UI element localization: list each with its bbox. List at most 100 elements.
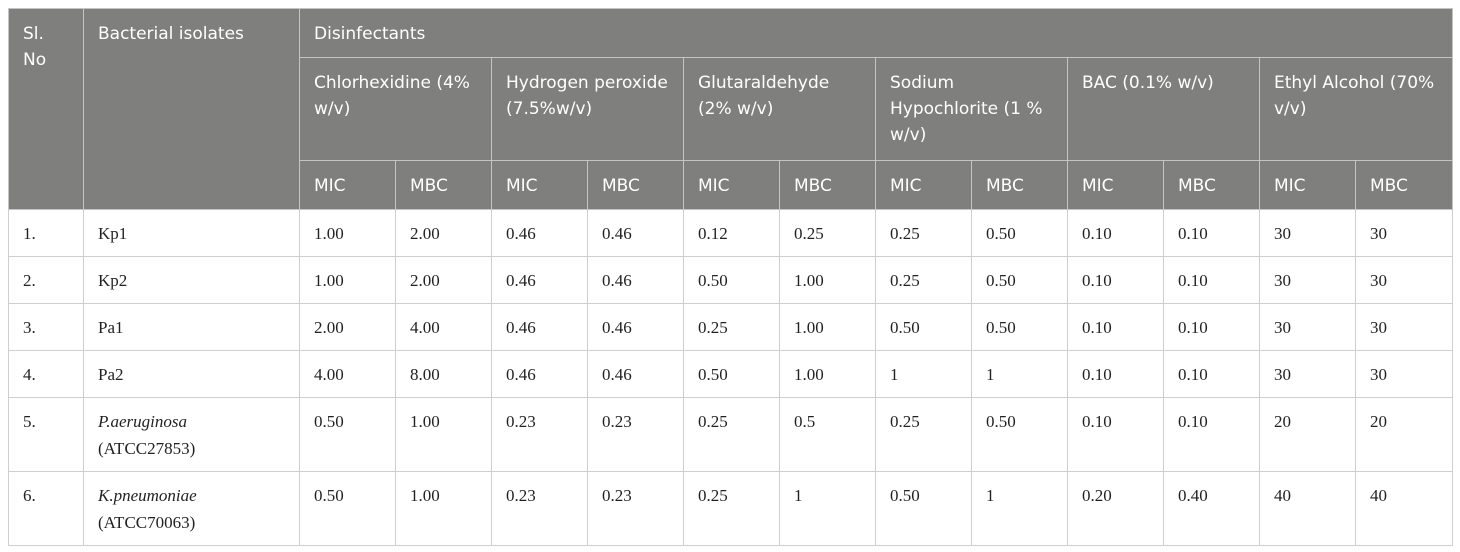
- table-row: 5. P.aeruginosa (ATCC27853) 0.50 1.00 0.23 0.2…: [8, 397, 1454, 472]
- cell-value: 0.25: [875, 397, 972, 472]
- cell-value: 1.00: [779, 303, 876, 351]
- isolate-strain: (ATCC27853): [98, 439, 196, 458]
- cell-value: 0.10: [1163, 303, 1260, 351]
- cell-value: 1.00: [299, 256, 396, 304]
- cell-value: 0.10: [1163, 397, 1260, 472]
- cell-sl-no: 1.: [8, 209, 84, 257]
- header-mic-5: MIC: [1067, 160, 1164, 210]
- header-mbc-4: MBC: [971, 160, 1068, 210]
- cell-value: 30: [1354, 209, 1454, 257]
- cell-sl-no: 2.: [8, 256, 84, 304]
- cell-value: 1: [779, 471, 876, 546]
- header-mbc-2: MBC: [587, 160, 684, 210]
- cell-value: 1.00: [395, 471, 492, 546]
- table-body: 1. Kp1 1.00 2.00 0.46 0.46 0.12 0.25 0.25 0.50 0.1…: [8, 209, 1454, 546]
- cell-isolate: Pa2: [83, 350, 300, 398]
- cell-value: 1: [875, 350, 972, 398]
- cell-value: 4.00: [395, 303, 492, 351]
- header-mic-3: MIC: [683, 160, 780, 210]
- table-header: Sl. No Bacterial isolates Disinfectants …: [8, 8, 1454, 210]
- cell-value: 1.00: [395, 397, 492, 472]
- cell-value: 0.46: [491, 303, 588, 351]
- cell-value: 0.10: [1067, 256, 1164, 304]
- cell-value: 0.46: [587, 303, 684, 351]
- cell-value: 0.50: [299, 471, 396, 546]
- header-mbc-6: MBC: [1354, 160, 1454, 210]
- cell-value: 0.12: [683, 209, 780, 257]
- cell-isolate: Kp2: [83, 256, 300, 304]
- header-mbc-3: MBC: [779, 160, 876, 210]
- cell-isolate: Kp1: [83, 209, 300, 257]
- cell-value: 0.50: [875, 471, 972, 546]
- cell-value: 1: [971, 350, 1068, 398]
- cell-value: 0.46: [587, 256, 684, 304]
- header-mic-6: MIC: [1259, 160, 1356, 210]
- cell-value: 1: [971, 471, 1068, 546]
- mic-mbc-header-row: MIC MBC MIC MBC MIC MBC MIC MBC MIC MBC MIC MBC: [9, 160, 1454, 210]
- cell-value: 0.20: [1067, 471, 1164, 546]
- cell-value: 4.00: [299, 350, 396, 398]
- header-hydrogen-peroxide: Hydrogen peroxide (7.5%w/v): [491, 57, 684, 161]
- cell-value: 30: [1259, 256, 1356, 304]
- header-sodium-hypochlorite: Sodium Hypochlorite (1 % w/v): [875, 57, 1068, 161]
- cell-value: 0.25: [875, 256, 972, 304]
- header-disinfectants: Disinfectants: [298, 8, 1454, 58]
- header-mbc-1: MBC: [395, 160, 492, 210]
- header-ethyl-alcohol: Ethyl Alcohol (70% v/v): [1258, 57, 1454, 161]
- cell-value: 20: [1354, 397, 1454, 472]
- cell-value: 2.00: [299, 303, 396, 351]
- cell-value: 0.25: [683, 397, 780, 472]
- cell-value: 0.46: [587, 209, 684, 257]
- cell-isolate: K.pneumoniae (ATCC70063): [83, 471, 300, 546]
- cell-value: 30: [1354, 256, 1454, 304]
- cell-value: 0.25: [683, 471, 780, 546]
- table-row: 2. Kp2 1.00 2.00 0.46 0.46 0.50 1.00 0.25 0.50 0.1…: [8, 256, 1454, 304]
- cell-value: 0.25: [875, 209, 972, 257]
- table-row: 6. K.pneumoniae (ATCC70063) 0.50 1.00 0.23 0.2…: [8, 471, 1454, 546]
- cell-value: 8.00: [395, 350, 492, 398]
- cell-value: 30: [1259, 350, 1356, 398]
- cell-value: 0.10: [1067, 209, 1164, 257]
- mic-mbc-table: Sl. No Bacterial isolates Disinfectants …: [8, 8, 1454, 546]
- header-glutaraldehyde: Glutaraldehyde (2% w/v): [683, 57, 876, 161]
- cell-value: 0.46: [491, 209, 588, 257]
- cell-value: 2.00: [395, 209, 492, 257]
- cell-value: 0.25: [683, 303, 780, 351]
- cell-value: 0.25: [779, 209, 876, 257]
- cell-value: 2.00: [395, 256, 492, 304]
- cell-sl-no: 3.: [8, 303, 84, 351]
- cell-value: 0.23: [587, 397, 684, 472]
- isolate-strain: (ATCC70063): [98, 513, 196, 532]
- cell-value: 1.00: [779, 256, 876, 304]
- cell-value: 40: [1259, 471, 1356, 546]
- cell-value: 1.00: [779, 350, 876, 398]
- header-bac: BAC (0.1% w/v): [1067, 57, 1260, 161]
- header-chlorhexidine: Chlorhexidine (4% w/v): [299, 57, 492, 161]
- isolate-species: P.aeruginosa: [98, 412, 187, 431]
- cell-value: 0.10: [1163, 209, 1260, 257]
- cell-value: 0.23: [491, 397, 588, 472]
- cell-value: 0.46: [491, 256, 588, 304]
- cell-value: 40: [1354, 471, 1454, 546]
- table-row: 1. Kp1 1.00 2.00 0.46 0.46 0.12 0.25 0.25 0.50 0.1…: [8, 209, 1454, 257]
- isolate-species: K.pneumoniae: [98, 486, 197, 505]
- cell-value: 0.50: [971, 256, 1068, 304]
- cell-value: 0.50: [971, 303, 1068, 351]
- header-sl-no: Sl. No: [8, 8, 84, 210]
- table-row: 4. Pa2 4.00 8.00 0.46 0.46 0.50 1.00 1 1 0.10 0.10 3…: [8, 350, 1454, 398]
- cell-isolate: Pa1: [83, 303, 300, 351]
- header-mic-2: MIC: [491, 160, 588, 210]
- cell-value: 1.00: [299, 209, 396, 257]
- cell-value: 0.10: [1067, 303, 1164, 351]
- cell-value: 30: [1354, 303, 1454, 351]
- cell-value: 0.50: [971, 397, 1068, 472]
- cell-value: 30: [1259, 303, 1356, 351]
- cell-sl-no: 4.: [8, 350, 84, 398]
- cell-value: 0.10: [1163, 350, 1260, 398]
- cell-value: 0.23: [587, 471, 684, 546]
- cell-value: 30: [1259, 209, 1356, 257]
- cell-value: 0.23: [491, 471, 588, 546]
- header-bacterial-isolates: Bacterial isolates: [83, 8, 300, 210]
- cell-sl-no: 6.: [8, 471, 84, 546]
- cell-value: 0.50: [971, 209, 1068, 257]
